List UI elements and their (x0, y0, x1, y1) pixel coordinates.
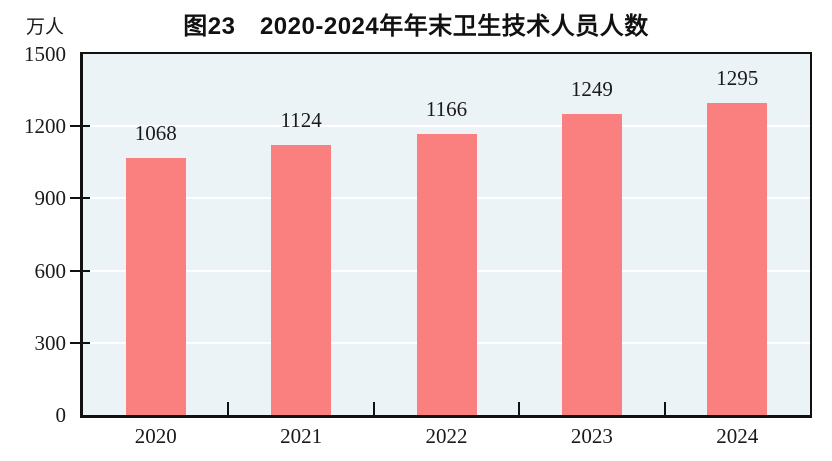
x-tick-label-2022: 2022 (425, 424, 468, 448)
y-axis-tick (70, 269, 90, 272)
y-tick-label-900: 900 (34, 186, 67, 211)
bar-2023 (561, 114, 622, 415)
bar-2020 (125, 157, 186, 415)
bar-2022 (416, 134, 477, 415)
bar-value-label-2022: 1166 (425, 97, 468, 122)
x-axis-tick (518, 402, 521, 415)
x-tick-label-2020: 2020 (134, 424, 177, 448)
y-axis-tick (70, 197, 90, 200)
y-axis-tick (70, 125, 90, 128)
chart-title: 图23 2020-2024年年末卫生技术人员人数 (183, 13, 649, 40)
bar-value-label-2020: 1068 (134, 120, 177, 145)
plot-area: 1068 1124 1166 1249 1295 (80, 52, 812, 418)
x-axis-tick (372, 402, 375, 415)
x-tick-label-2021: 2021 (280, 424, 323, 448)
bar-value-label-2023: 1249 (570, 77, 613, 102)
y-axis-unit-label: 万人 (26, 17, 65, 38)
y-tick-label-600: 600 (34, 258, 67, 283)
y-tick-label-1200: 1200 (24, 114, 66, 139)
y-axis-tick (70, 341, 90, 344)
y-tick-label-1500: 1500 (24, 42, 66, 66)
gridline-1200 (83, 125, 810, 128)
x-axis-tick (227, 402, 230, 415)
y-tick-label-300: 300 (34, 330, 67, 355)
bar-value-label-2021: 1124 (280, 107, 322, 132)
bar-value-label-2024: 1295 (716, 66, 759, 91)
bar-2021 (271, 144, 332, 415)
x-tick-label-2023: 2023 (570, 424, 613, 448)
bar-2024 (707, 103, 768, 415)
x-axis-tick (663, 402, 666, 415)
x-tick-label-2024: 2024 (716, 424, 759, 448)
y-tick-label-0: 0 (55, 403, 67, 427)
